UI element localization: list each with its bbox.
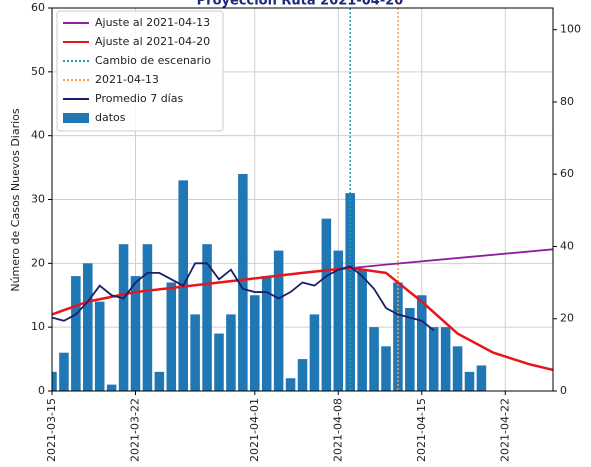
line (52, 262, 435, 332)
bar (428, 327, 439, 391)
bar (273, 250, 284, 391)
bar (321, 218, 332, 391)
y2-tick-label: 40 (560, 239, 574, 252)
bar (309, 314, 320, 391)
y-tick-label: 40 (31, 129, 45, 142)
bar (202, 244, 212, 391)
bar (214, 333, 224, 391)
y-tick-label: 60 (31, 1, 45, 14)
bar (142, 244, 153, 391)
chart-title: Proyección Ruta 2021-04-20 (197, 0, 404, 9)
bar (154, 371, 165, 391)
x-tick-label: 2021-04-08 (331, 398, 344, 462)
bar (333, 250, 344, 391)
bar (59, 352, 69, 391)
bar (452, 346, 463, 391)
x-tick-label: 2021-03-22 (129, 398, 142, 462)
y-tick-label: 10 (31, 320, 45, 333)
bar (476, 365, 487, 391)
bar (118, 244, 129, 391)
bar (417, 295, 427, 391)
x-tick-label: 2021-03-15 (45, 398, 58, 462)
y2-tick-label: 100 (560, 23, 581, 36)
bar (250, 295, 260, 391)
y-tick-label: 50 (31, 65, 45, 78)
bar (464, 371, 475, 391)
y-axis-label: Número de Casos Nuevos Diarios (9, 108, 22, 292)
bar (381, 346, 391, 391)
bar (106, 384, 117, 391)
y2-tick-label: 60 (560, 167, 574, 180)
bar (71, 276, 81, 391)
x-tick-label: 2021-04-01 (248, 398, 261, 462)
y2-tick-label: 80 (560, 95, 574, 108)
legend-label: Ajuste al 2021-04-13 (95, 16, 210, 29)
bar (440, 327, 451, 391)
y-tick-label: 30 (31, 193, 45, 206)
bar (226, 314, 236, 391)
bar (130, 276, 141, 391)
bar (285, 378, 296, 391)
y-tick-label: 0 (38, 384, 45, 397)
bar (166, 282, 177, 391)
bar (238, 173, 248, 391)
bar (297, 359, 308, 391)
plot-area (52, 8, 553, 391)
x-tick-label: 2021-04-15 (415, 398, 428, 462)
legend-label: Promedio 7 días (95, 92, 183, 105)
y2-tick-label: 20 (560, 312, 574, 325)
legend-swatch (63, 113, 89, 123)
bar (83, 263, 93, 391)
plot-frame (51, 7, 554, 392)
bar (369, 327, 379, 391)
x-tick-label: 2021-04-22 (498, 398, 511, 462)
legend-label: datos (95, 111, 126, 124)
legend-label: Cambio de escenario (95, 54, 211, 67)
bar (190, 314, 200, 391)
bar (405, 308, 415, 391)
y2-tick-label: 0 (560, 384, 567, 397)
bar (261, 276, 272, 391)
legend-label: 2021-04-13 (95, 73, 159, 86)
bar (52, 371, 57, 391)
bar (94, 301, 105, 391)
legend-label: Ajuste al 2021-04-20 (95, 35, 210, 48)
legend-box (56, 10, 224, 132)
y-tick-label: 20 (31, 256, 45, 269)
bar (357, 269, 367, 391)
